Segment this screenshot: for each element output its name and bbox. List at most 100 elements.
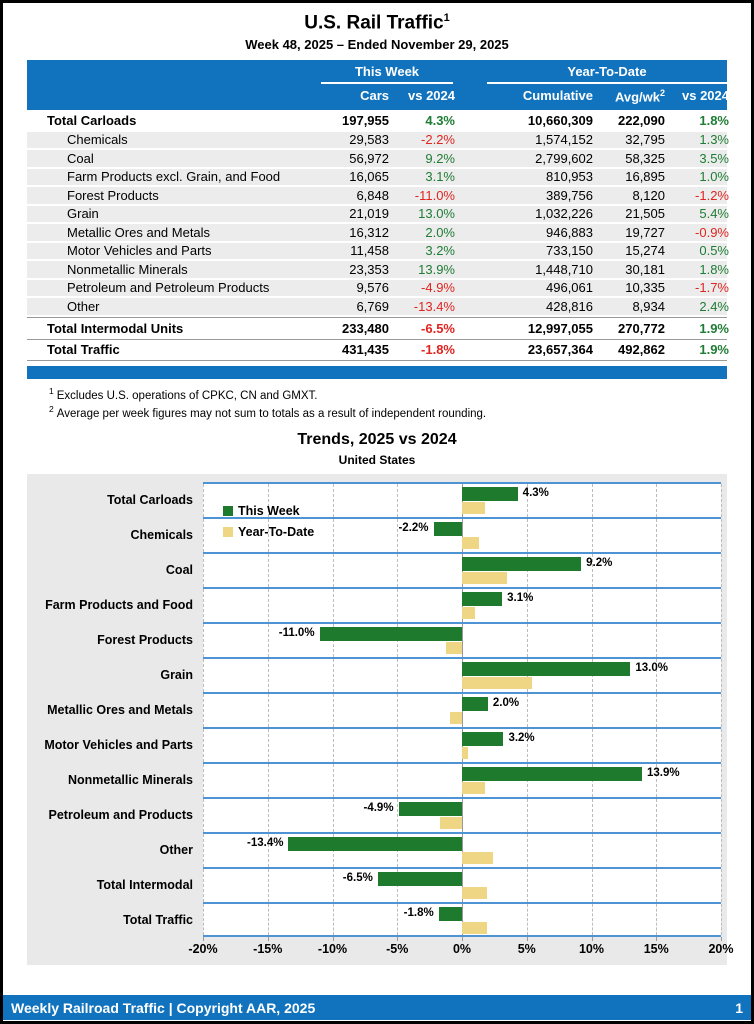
chart-category-label: Nonmetallic Minerals <box>67 772 193 787</box>
chart-band: -1.8% <box>203 902 722 938</box>
cumulative-value: 10,660,309 <box>527 113 593 129</box>
gridline <box>721 589 722 623</box>
table-body: Total Carloads 197,955 4.3% 10,660,309 222,0… <box>27 110 729 361</box>
this-week-bar <box>462 732 504 747</box>
cars-value: 431,435 <box>342 342 389 358</box>
gridline <box>526 799 528 833</box>
zero-gridline <box>462 904 463 936</box>
axis-tick-mark <box>721 937 722 942</box>
chart-category-row: Nonmetallic Minerals 13.9% <box>27 762 722 798</box>
footnote-marker: 2 <box>49 404 54 415</box>
vs-2024-ytd-value: 1.3% <box>699 132 729 148</box>
gridline <box>397 554 399 588</box>
row-label: Metallic Ores and Metals <box>67 224 211 240</box>
zero-gridline <box>462 519 463 553</box>
vs-2024-ytd-value: -1.7% <box>695 280 729 296</box>
gridline <box>591 519 593 553</box>
column-header-vs-2024-ytd: vs 2024 <box>682 88 729 104</box>
chart-band: 2.0% <box>203 692 722 728</box>
avg-wk-value: 8,120 <box>632 187 665 203</box>
gridline <box>332 694 334 728</box>
this-week-bar <box>462 767 642 782</box>
avg-wk-value: 30,181 <box>625 261 665 277</box>
row-label: Total Traffic <box>47 342 120 358</box>
table-row: Total Carloads 197,955 4.3% 10,660,309 222,0… <box>27 110 729 132</box>
gridline <box>397 729 399 763</box>
chart-band: 9.2% <box>203 552 722 588</box>
avg-wk-value: 19,727 <box>625 224 665 240</box>
chart-band: -13.4% <box>203 832 722 868</box>
footnote-text: Excludes U.S. operations of CPKC, CN and… <box>56 389 318 402</box>
chart-plot-area: Total Carloads 4.3% Chemicals -2.2% Coal 9.2%… <box>27 482 722 938</box>
gridline <box>267 659 269 693</box>
gridline <box>203 554 204 588</box>
table-row: Forest Products 6,848 -11.0% 389,756 8,120 -1… <box>27 187 729 206</box>
gridline <box>591 694 593 728</box>
gridline <box>267 694 269 728</box>
bar-value-label: -6.5% <box>342 872 373 885</box>
cumulative-value: 1,574,152 <box>535 132 593 148</box>
table-row: Farm Products excl. Grain, and Food 16,06… <box>27 168 729 188</box>
cumulative-value: 1,448,710 <box>535 261 593 277</box>
avg-wk-value: 32,795 <box>625 132 665 148</box>
table-row: Grain 21,019 13.0% 1,032,226 21,505 5.4% <box>27 205 729 225</box>
table-row: Metallic Ores and Metals 16,312 2.0% 946,88… <box>27 224 729 243</box>
year-to-date-bar <box>462 677 532 690</box>
chart-category-label: Metallic Ores and Metals <box>47 702 193 717</box>
chart-band: -2.2% <box>203 517 722 553</box>
chart-band: 3.2% <box>203 727 722 763</box>
cars-value: 16,065 <box>349 169 389 185</box>
gridline <box>591 624 593 658</box>
avg-wk-value: 8,934 <box>632 298 665 314</box>
gridline <box>203 799 204 833</box>
bar-value-label: -11.0% <box>278 627 315 640</box>
table-header: This Week Year-To-Date Cars vs 2024 Cumu… <box>27 60 729 110</box>
year-to-date-bar <box>450 712 462 725</box>
gridline <box>267 834 269 868</box>
vs-2024-ytd-value: -1.2% <box>695 187 729 203</box>
axis-tick-mark <box>656 937 658 942</box>
gridline <box>526 624 528 658</box>
gridline <box>203 764 204 798</box>
chart-category-label: Total Traffic <box>123 912 193 927</box>
gridline <box>721 624 722 658</box>
vs-2024-week-value: -2.2% <box>421 132 455 148</box>
column-header-cumulative: Cumulative <box>522 88 593 104</box>
footer-page-number: 1 <box>735 999 743 1016</box>
this-week-bar <box>398 802 462 817</box>
cumulative-value: 810,953 <box>546 169 593 185</box>
gridline <box>203 589 204 623</box>
gridline <box>397 589 399 623</box>
gridline <box>656 834 658 868</box>
axis-tick-label: -15% <box>253 942 283 957</box>
axis-tick-mark <box>203 937 204 942</box>
axis-tick-mark <box>591 937 593 942</box>
row-label: Grain <box>67 206 99 222</box>
gridline <box>526 589 528 623</box>
gridline <box>656 764 658 798</box>
footnote-marker: 1 <box>49 385 54 396</box>
gridline <box>203 519 204 553</box>
chart-category-label: Forest Products <box>97 632 193 647</box>
year-to-date-bar <box>462 852 494 865</box>
gridline <box>656 624 658 658</box>
gridline <box>267 799 269 833</box>
gridline <box>721 484 722 518</box>
gridline <box>656 869 658 903</box>
page-title-text: U.S. Rail Traffic <box>304 12 444 34</box>
cars-value: 6,769 <box>356 298 389 314</box>
gridline <box>721 729 722 763</box>
vs-2024-week-value: -1.8% <box>421 342 455 358</box>
gridline <box>267 904 269 936</box>
cars-value: 23,353 <box>349 261 389 277</box>
gridline <box>397 764 399 798</box>
vs-2024-ytd-value: 1.0% <box>699 169 729 185</box>
avg-wk-value: 16,895 <box>625 169 665 185</box>
footnote-text: Average per week figures may not sum to … <box>56 408 487 421</box>
axis-tick-label: 0% <box>452 942 472 957</box>
chart-band: 13.9% <box>203 762 722 798</box>
year-to-date-bar <box>462 537 479 550</box>
chart-category-row: Grain 13.0% <box>27 657 722 693</box>
axis-tick-mark <box>267 937 269 942</box>
gridline <box>397 799 399 833</box>
